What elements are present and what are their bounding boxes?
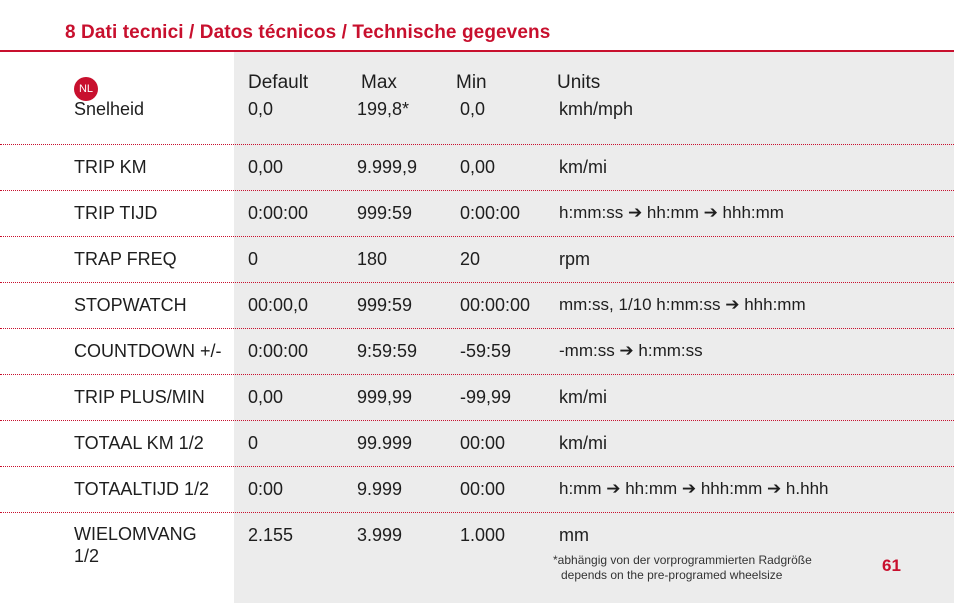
row-default: 0	[248, 249, 259, 269]
table-row: WIELOMVANG 1/2 2.155 3.999 1.000 mm	[0, 513, 954, 566]
grey-panel	[234, 52, 954, 603]
row-name: TRIP KM	[74, 157, 147, 177]
row-max: 999:59	[357, 295, 413, 315]
row-max: 180	[357, 249, 388, 269]
technical-data-table: NL Default Max Min Units Snelheid 0,0 19…	[0, 60, 954, 566]
row-units: mm:ss, 1/10 h:mm:ss ➔ hhh:mm	[559, 295, 806, 314]
table-row: TRAP FREQ 0 180 20 rpm	[0, 237, 954, 283]
table-row: STOPWATCH 00:00,0 999:59 00:00:00 mm:ss,…	[0, 283, 954, 329]
row-default: 0:00	[248, 479, 284, 499]
row-min: 20	[460, 249, 481, 269]
row-divider	[0, 144, 954, 145]
column-header-min: Min	[456, 72, 487, 93]
row-divider	[0, 512, 954, 513]
row-max: 3.999	[357, 525, 403, 545]
row-max: 9.999,9	[357, 157, 418, 177]
table-header-row: NL Default Max Min Units	[0, 60, 954, 106]
row-name: TRIP TIJD	[74, 203, 158, 223]
column-header-max: Max	[361, 72, 397, 93]
page-number: 61	[882, 556, 901, 575]
row-min: 1.000	[460, 525, 506, 545]
row-min: 00:00:00	[460, 295, 531, 315]
row-default: 0,0	[248, 99, 274, 119]
row-min: -59:59	[460, 341, 512, 361]
row-units: km/mi	[559, 433, 607, 453]
row-min: 0,00	[460, 157, 496, 177]
row-divider	[0, 466, 954, 467]
page-title: 8 Dati tecnici / Datos técnicos / Techni…	[65, 22, 551, 43]
table-row: TRIP TIJD 0:00:00 999:59 0:00:00 h:mm:ss…	[0, 191, 954, 237]
column-header-default: Default	[248, 72, 309, 93]
row-default: 0	[248, 433, 259, 453]
row-default: 0:00:00	[248, 341, 309, 361]
header-rule	[0, 50, 954, 52]
row-name: TRIP PLUS/MIN	[74, 387, 205, 407]
row-default: 00:00,0	[248, 295, 309, 315]
row-units: h:mm ➔ hh:mm ➔ hhh:mm ➔ h.hhh	[559, 479, 829, 498]
footnote: *abhängig von der vorprogrammierten Radg…	[553, 553, 812, 583]
row-name: STOPWATCH	[74, 295, 187, 315]
row-max: 999:59	[357, 203, 413, 223]
row-max: 9.999	[357, 479, 403, 499]
table-row: TOTAALTIJD 1/2 0:00 9.999 00:00 h:mm ➔ h…	[0, 467, 954, 513]
row-name: TRAP FREQ	[74, 249, 177, 269]
table-row: Snelheid 0,0 199,8* 0,0 kmh/mph	[0, 98, 954, 145]
row-units: km/mi	[559, 157, 607, 177]
row-units: mm	[559, 525, 589, 545]
row-divider	[0, 236, 954, 237]
row-default: 0,00	[248, 387, 284, 407]
language-badge-cell: NL	[74, 76, 98, 101]
row-default: 0,00	[248, 157, 284, 177]
table-row: TOTAAL KM 1/2 0 99.999 00:00 km/mi	[0, 421, 954, 467]
row-divider	[0, 282, 954, 283]
table-row: COUNTDOWN +/- 0:00:00 9:59:59 -59:59 -mm…	[0, 329, 954, 375]
table-row: TRIP KM 0,00 9.999,9 0,00 km/mi	[0, 145, 954, 191]
row-divider	[0, 190, 954, 191]
row-units: -mm:ss ➔ h:mm:ss	[559, 341, 703, 360]
row-min: 00:00	[460, 479, 506, 499]
column-header-units: Units	[557, 72, 601, 93]
row-name: TOTAALTIJD 1/2	[74, 479, 210, 499]
row-min: 0:00:00	[460, 203, 521, 223]
row-name: COUNTDOWN +/-	[74, 341, 222, 361]
row-default: 0:00:00	[248, 203, 309, 223]
row-divider	[0, 420, 954, 421]
footnote-line-2: depends on the pre-programed wheelsize	[561, 568, 783, 582]
row-divider	[0, 328, 954, 329]
row-units: kmh/mph	[559, 99, 634, 119]
row-max: 9:59:59	[357, 341, 418, 361]
row-min: -99,99	[460, 387, 512, 407]
row-name: WIELOMVANG 1/2	[74, 524, 197, 566]
row-divider	[0, 374, 954, 375]
row-min: 0,0	[460, 99, 486, 119]
row-default: 2.155	[248, 525, 294, 545]
language-badge: NL	[74, 77, 98, 101]
row-units: rpm	[559, 249, 590, 269]
row-max: 99.999	[357, 433, 413, 453]
row-name: Snelheid	[74, 99, 145, 119]
row-min: 00:00	[460, 433, 506, 453]
table-row: TRIP PLUS/MIN 0,00 999,99 -99,99 km/mi	[0, 375, 954, 421]
row-max: 199,8*	[357, 99, 410, 119]
row-units: km/mi	[559, 387, 607, 407]
row-name: TOTAAL KM 1/2	[74, 433, 204, 453]
footnote-line-1: *abhängig von der vorprogrammierten Radg…	[553, 553, 812, 567]
row-max: 999,99	[357, 387, 413, 407]
row-units: h:mm:ss ➔ hh:mm ➔ hhh:mm	[559, 203, 784, 222]
